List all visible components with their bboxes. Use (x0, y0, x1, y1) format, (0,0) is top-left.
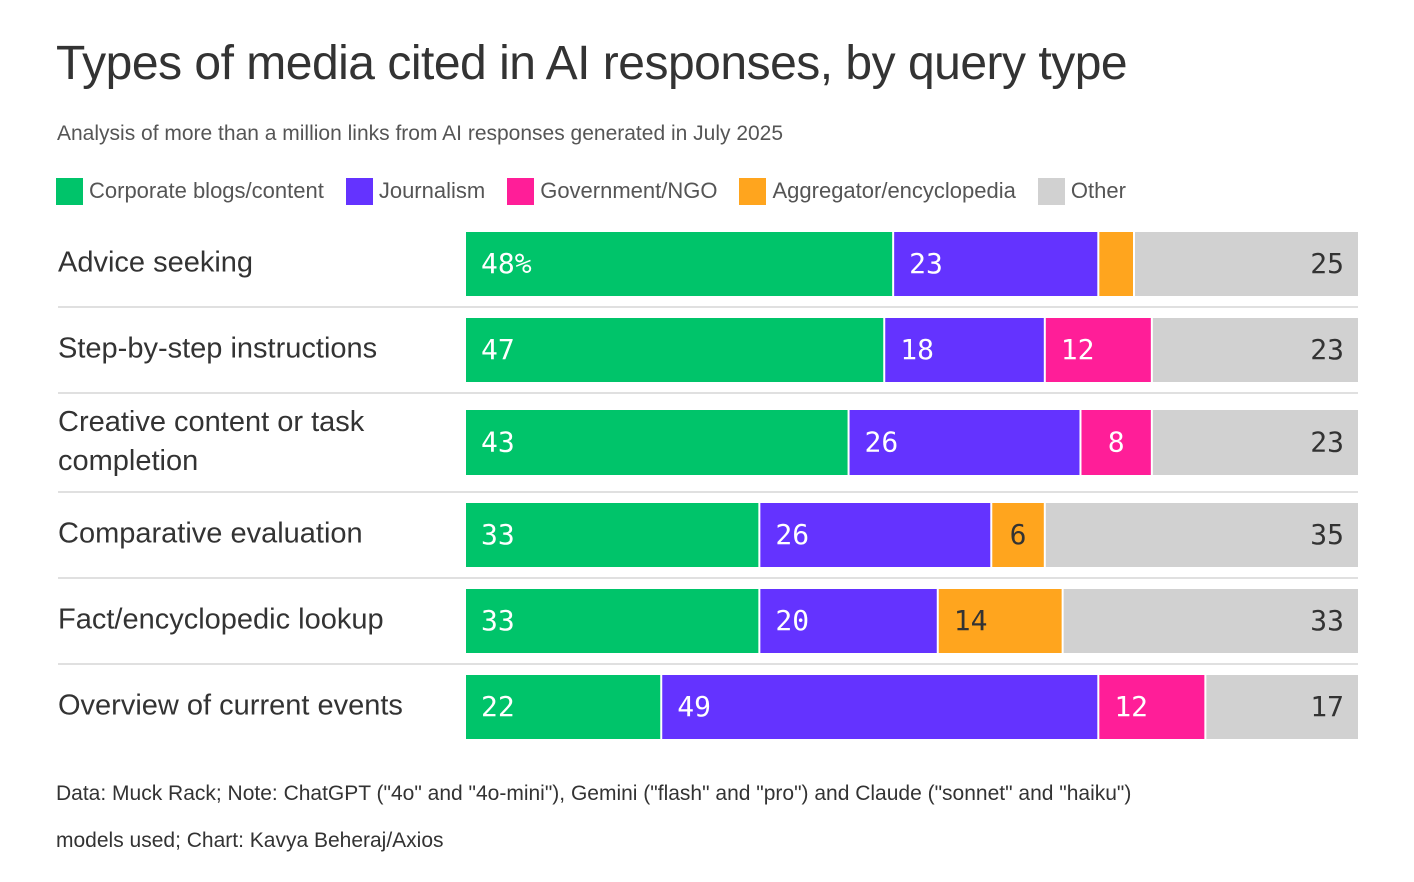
bar-segment-other (1206, 675, 1358, 739)
bar-segment-journalism (894, 232, 1098, 296)
category-label: Advice seeking (58, 247, 253, 279)
legend-swatch-journalism (345, 177, 373, 205)
category-label: Creative content or task completion (58, 406, 365, 477)
data-label: 25 (1310, 247, 1344, 280)
bar-segment-journalism (885, 318, 1044, 382)
legend-label-corporate: Corporate blogs/content (89, 178, 324, 203)
bar-segment-corporate-blogs-content (466, 232, 893, 296)
category-label: Step-by-step instructions (58, 333, 377, 365)
legend-item-journalism: Journalism (345, 177, 486, 205)
data-label: 12 (1114, 690, 1148, 723)
bar-segment-journalism (662, 675, 1098, 739)
chart-title: Types of media cited in AI responses, by… (56, 37, 1128, 90)
data-label: 47 (481, 333, 515, 366)
data-label: 43 (481, 426, 515, 459)
bar-segment-government-ngo (1045, 318, 1151, 382)
bar-segment-other (1135, 232, 1358, 296)
bar-segment-aggregator-encyclopedia (1099, 232, 1133, 296)
legend-swatch-government (507, 177, 535, 205)
bar-segment-government-ngo (1099, 675, 1205, 739)
bar-segment-corporate-blogs-content (466, 318, 884, 382)
data-label: 23 (1310, 426, 1344, 459)
bar-segment-aggregator-encyclopedia (938, 589, 1062, 653)
legend-item-government: Government/NGO (507, 177, 718, 205)
legend-item-other: Other (1037, 177, 1126, 205)
category-label: Fact/encyclopedic lookup (58, 604, 384, 636)
stacked-bar-chart: Advice seeking 48% 23 25 Step-by-step instru… (58, 232, 1358, 739)
data-label: 26 (775, 518, 809, 551)
data-label: 49 (677, 690, 711, 723)
data-label: 33 (481, 518, 515, 551)
data-label: 33 (481, 604, 515, 637)
data-label: 8 (1108, 426, 1125, 459)
bar-segment-other (1063, 589, 1358, 653)
category-label: Overview of current events (58, 690, 403, 722)
legend-item-corporate: Corporate blogs/content (56, 177, 324, 205)
data-label: 26 (865, 426, 899, 459)
legend-swatch-aggregator (739, 177, 767, 205)
bar-segment-corporate-blogs-content (466, 503, 759, 567)
data-label: 35 (1310, 518, 1344, 551)
footer-line-2: models used; Chart: Kavya Beheraj/Axios (56, 829, 444, 852)
category-label: Comparative evaluation (58, 518, 363, 550)
bar-segment-government-ngo (1081, 410, 1151, 475)
bar-segment-other (1152, 318, 1358, 382)
bar-segment-journalism (849, 410, 1080, 475)
legend-swatch-corporate (56, 177, 83, 205)
data-label: 14 (954, 604, 988, 637)
bar-segment-aggregator-encyclopedia (992, 503, 1044, 567)
legend-label-journalism: Journalism (378, 178, 486, 203)
bar-segment-other (1045, 503, 1358, 567)
data-label: 22 (481, 690, 515, 723)
chart-footer: Data: Muck Rack; Note: ChatGPT ("4o" and… (56, 770, 1356, 864)
data-label: 6 (1010, 518, 1027, 551)
data-label: 18 (900, 333, 934, 366)
data-label: 23 (909, 247, 943, 280)
bar-segment-corporate-blogs-content (466, 410, 848, 475)
data-label: 23 (1310, 333, 1344, 366)
footer-line-1: Data: Muck Rack; Note: ChatGPT ("4o" and… (56, 782, 1132, 805)
bar-segment-corporate-blogs-content (466, 675, 661, 739)
legend-label-other: Other (1070, 178, 1126, 203)
legend-label-government: Government/NGO (540, 178, 718, 203)
bar-segment-other (1152, 410, 1358, 475)
legend-label-aggregator: Aggregator/encyclopedia (772, 178, 1016, 203)
data-label: 12 (1061, 333, 1095, 366)
data-label: 17 (1310, 690, 1344, 723)
bar-segment-journalism (760, 503, 991, 567)
chart-subtitle: Analysis of more than a million links fr… (57, 122, 784, 145)
bar-segment-corporate-blogs-content (466, 589, 759, 653)
data-label: 20 (775, 604, 809, 637)
legend: Corporate blogs/content Journalism Gover… (56, 176, 1148, 206)
legend-swatch-other (1037, 177, 1065, 205)
legend-item-aggregator: Aggregator/encyclopedia (739, 177, 1016, 205)
data-label: 33 (1310, 604, 1344, 637)
data-label: 48% (481, 247, 532, 280)
bar-segment-journalism (760, 589, 937, 653)
